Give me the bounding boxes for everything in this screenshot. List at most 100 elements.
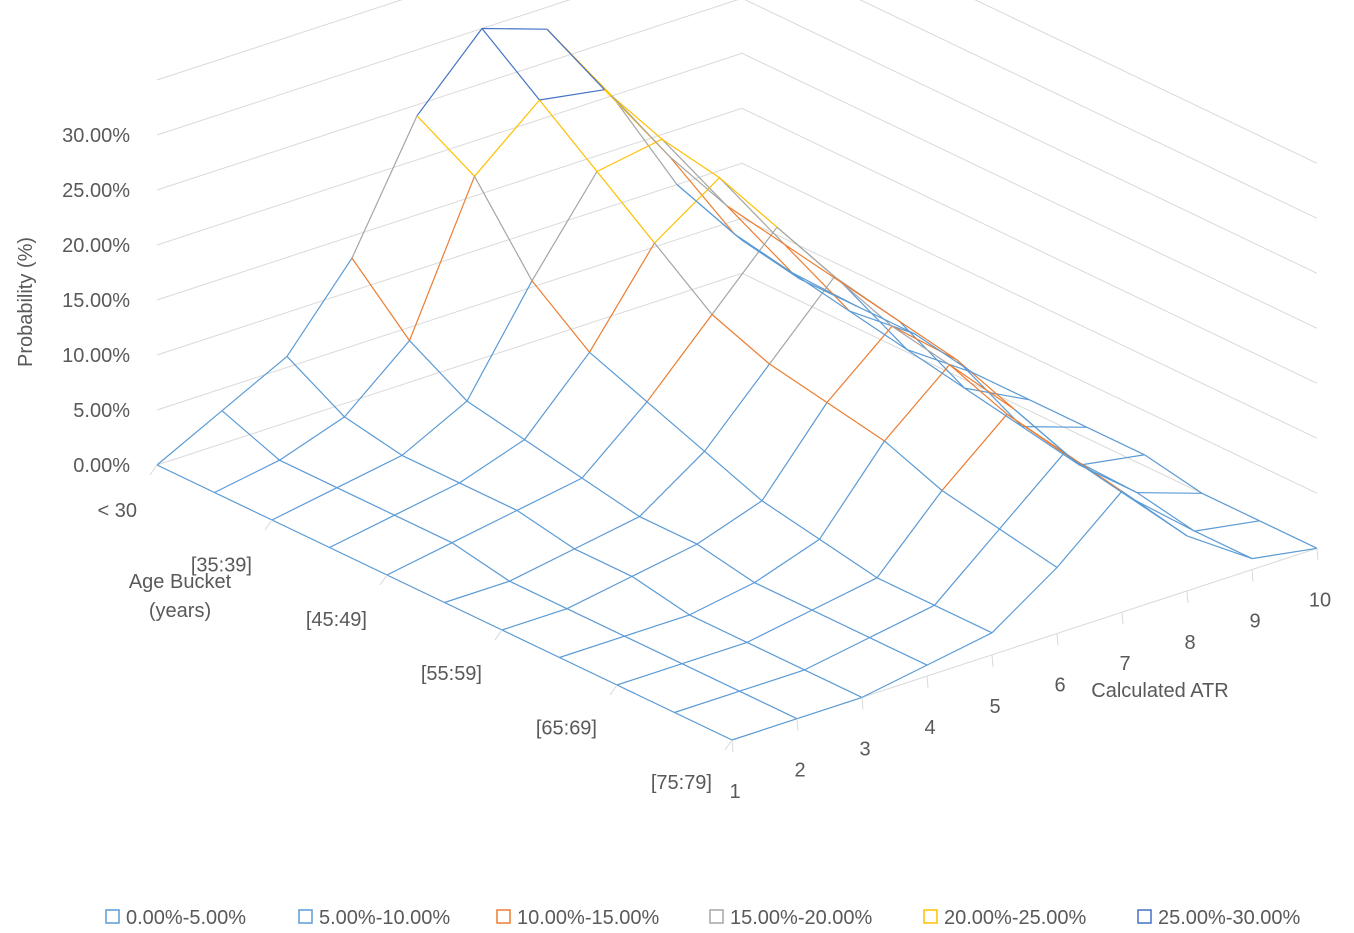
surface-segment (1136, 492, 1195, 532)
surface-segment (704, 363, 770, 452)
surface-segment (1144, 454, 1203, 494)
atr-tick-mark (1056, 633, 1059, 646)
surface-segment (416, 115, 475, 177)
z-tick-label: 10.00% (62, 345, 130, 367)
z-gridline (156, 0, 1318, 219)
atr-tick-mark (731, 739, 734, 753)
surface-segment (221, 410, 280, 461)
surface-segment (761, 402, 828, 502)
y-axis-title-line-1: Age Bucket (129, 571, 232, 593)
surface-segment (1086, 426, 1145, 456)
surface-segment (876, 577, 935, 606)
surface-segment (849, 310, 908, 351)
surface-segment (1014, 408, 1073, 460)
surface-segment (286, 257, 353, 357)
surface-segment (509, 548, 575, 582)
surface-segment (1021, 426, 1088, 428)
surface-segment (539, 89, 605, 101)
surface-segment (934, 604, 993, 634)
surface-segment (719, 177, 778, 228)
surface-segment (696, 543, 755, 584)
surface-segment (589, 351, 648, 403)
surface-segment (279, 459, 338, 489)
surface-segment (906, 349, 973, 373)
surface-segment (826, 402, 885, 442)
surface-segment (811, 609, 870, 639)
surface-segment (459, 439, 525, 484)
surface-segment (344, 340, 410, 418)
z-tick-label: 0.00% (73, 455, 130, 477)
atr-tick-label: 1 (729, 781, 740, 803)
surface-segment (769, 276, 835, 365)
atr-tick-label: 5 (989, 696, 1000, 718)
surface-segment (1259, 520, 1318, 549)
surface-segment (784, 243, 843, 284)
legend-swatch (298, 909, 313, 924)
surface-segment (501, 608, 568, 631)
y-axis-title-line-2: (years) (149, 600, 211, 622)
surface-segment (991, 567, 1058, 634)
surface-segment (639, 516, 698, 545)
surface-segment (731, 718, 798, 741)
surface-segment (849, 310, 915, 335)
atr-tick-mark (1186, 590, 1189, 603)
surface-segment (1129, 496, 1195, 532)
atr-tick-mark (991, 654, 994, 667)
legend-label: 15.00%-20.00% (730, 907, 873, 929)
z-gridline (156, 217, 1318, 494)
surface-segment (416, 28, 483, 117)
surface-segment (906, 349, 965, 389)
legend-item: 5.00%-10.00% (298, 907, 450, 929)
surface-segment (559, 656, 618, 686)
surface-segment (596, 171, 655, 244)
surface-segment (674, 711, 733, 741)
surface-segment (271, 487, 338, 521)
surface-segment (861, 664, 928, 698)
surface-segment (444, 601, 503, 631)
atr-tick-label: 10 (1309, 589, 1331, 611)
age-tick-label: [75:79] (651, 772, 712, 794)
surface-segment (941, 490, 1000, 530)
surface-segment (941, 413, 1008, 491)
surface-segment (646, 401, 705, 452)
surface-segment (574, 548, 633, 577)
surface-segment (444, 580, 510, 604)
age-tick-label: [35:39] (191, 554, 252, 576)
surface-segment (611, 95, 678, 185)
legend-label: 20.00%-25.00% (944, 907, 1087, 929)
surface-segment (524, 439, 583, 479)
surface-segment (661, 138, 720, 179)
surface-segment (841, 282, 908, 351)
surface-segment (746, 609, 813, 643)
surface-segment (1071, 458, 1130, 498)
surface-segment (711, 226, 778, 315)
surface-segment (949, 364, 1015, 410)
surface-segment (588, 242, 656, 353)
surface-segment (581, 401, 648, 479)
surface-segment (884, 364, 950, 442)
atr-tick-label: 9 (1249, 611, 1260, 633)
surface-segment (646, 314, 713, 403)
surface-segment (1201, 492, 1260, 522)
surface-segment (754, 538, 820, 584)
surface-segment (914, 333, 973, 373)
age-axis-ticks: < 30 [35:39] [45:49] [55:59] [65:69] [75:79] (98, 464, 733, 794)
atr-tick-mark (796, 718, 799, 731)
atr-tick-label: 6 (1054, 675, 1065, 697)
surface-segment (689, 582, 755, 616)
surface-segment (473, 176, 533, 282)
surface-segment (451, 509, 518, 544)
age-tick-label: [55:59] (421, 663, 482, 685)
legend-label: 25.00%-30.00% (1158, 907, 1301, 929)
surface-segment (869, 604, 935, 639)
surface-segment (394, 482, 460, 516)
surface-segment (818, 440, 886, 540)
surface-segment (676, 184, 735, 235)
surface-segment (754, 582, 813, 611)
surface-segment (761, 500, 820, 540)
surface-segment (876, 490, 943, 579)
surface-segment (799, 278, 858, 307)
surface-segment (516, 509, 575, 550)
surface-segment (286, 355, 345, 418)
